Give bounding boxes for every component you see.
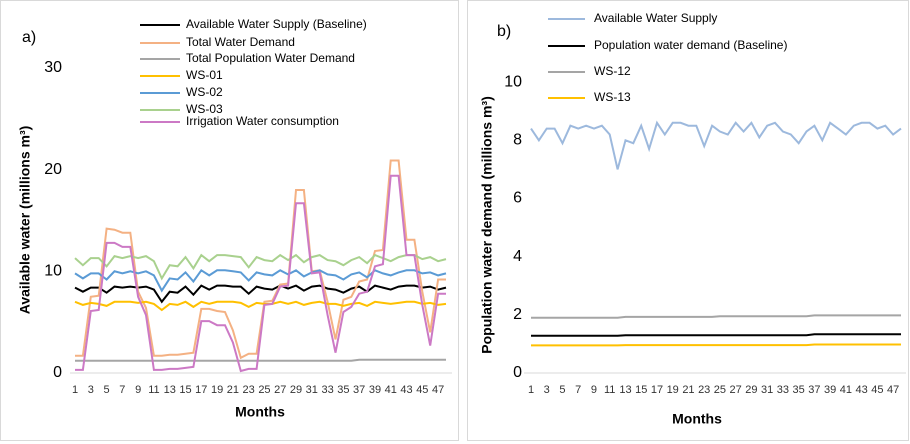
y-tick-label: 30 [44, 59, 62, 76]
x-tick-label: 31 [761, 384, 773, 396]
x-tick-label: 29 [290, 384, 302, 396]
x-tick-label: 9 [135, 384, 141, 396]
series-line [531, 343, 901, 347]
legend-label: Available Water Supply [594, 11, 717, 25]
x-tick-label: 25 [258, 384, 270, 396]
x-tick-label: 39 [369, 384, 381, 396]
x-tick-label: 11 [148, 384, 159, 396]
x-tick-label: 29 [745, 384, 757, 396]
legend-label: WS-02 [186, 85, 223, 99]
series-line [74, 268, 447, 293]
x-tick-label: 3 [544, 384, 550, 396]
x-tick-label: 47 [432, 384, 444, 396]
legend-label: Total Population Water Demand [186, 51, 355, 65]
x-tick-label: 45 [871, 384, 883, 396]
series-line [530, 120, 902, 170]
y-tick-label: 10 [44, 263, 62, 280]
y-tick-label: 8 [513, 131, 522, 148]
x-tick-label: 41 [840, 384, 852, 396]
legend-label: Irrigation Water consumption [186, 114, 339, 128]
series-line [531, 314, 901, 319]
series-line [74, 300, 447, 312]
x-tick-label: 15 [179, 384, 191, 396]
x-tick-label: 31 [306, 384, 318, 396]
series-line [75, 358, 446, 362]
x-tick-label: 17 [195, 384, 207, 396]
x-tick-label: 37 [353, 384, 365, 396]
x-tick-label: 7 [119, 384, 125, 396]
y-axis-title: Population water demand (millions m³) [479, 96, 495, 353]
y-tick-label: 10 [504, 73, 522, 90]
x-tick-label: 1 [528, 384, 534, 396]
y-tick-label: 2 [513, 306, 522, 323]
series-line [75, 159, 446, 360]
x-tick-label: 3 [88, 384, 94, 396]
x-tick-label: 37 [808, 384, 820, 396]
series-line [74, 284, 447, 304]
x-tick-label: 21 [227, 384, 239, 396]
legend-label: Available Water Supply (Baseline) [186, 17, 367, 31]
y-axis-title: Available water (millions m³) [17, 126, 33, 315]
x-tick-label: 41 [385, 384, 397, 396]
x-axis-title: Months [672, 411, 722, 427]
x-tick-label: 9 [591, 384, 597, 396]
x-tick-label: 23 [243, 384, 255, 396]
x-tick-label: 35 [793, 384, 805, 396]
x-tick-label: 17 [651, 384, 663, 396]
x-tick-label: 21 [682, 384, 694, 396]
x-tick-label: 11 [604, 384, 615, 396]
x-tick-label: 23 [698, 384, 710, 396]
x-tick-label: 33 [777, 384, 789, 396]
panel-frame [0, 0, 459, 441]
x-tick-label: 5 [559, 384, 565, 396]
x-tick-label: 33 [321, 384, 333, 396]
y-tick-label: 6 [513, 190, 522, 207]
x-tick-label: 13 [164, 384, 176, 396]
legend-label: WS-01 [186, 68, 223, 82]
x-tick-label: 19 [211, 384, 223, 396]
x-tick-label: 35 [337, 384, 349, 396]
x-tick-label: 43 [856, 384, 868, 396]
y-tick-label: 20 [44, 161, 62, 178]
x-tick-label: 15 [635, 384, 647, 396]
legend-label: WS-03 [186, 102, 223, 116]
x-axis-title: Months [235, 404, 285, 420]
panel-label: a) [22, 29, 36, 46]
x-tick-label: 13 [619, 384, 631, 396]
y-tick-label: 0 [53, 364, 62, 381]
x-tick-label: 47 [887, 384, 899, 396]
x-tick-label: 45 [416, 384, 428, 396]
legend-label: Population water demand (Baseline) [594, 38, 787, 52]
x-tick-label: 27 [730, 384, 742, 396]
series-line [75, 174, 446, 373]
x-tick-label: 25 [714, 384, 726, 396]
x-tick-label: 43 [400, 384, 412, 396]
x-tick-label: 7 [575, 384, 581, 396]
x-tick-label: 19 [667, 384, 679, 396]
y-tick-label: 0 [513, 364, 522, 381]
x-tick-label: 1 [72, 384, 78, 396]
x-tick-label: 27 [274, 384, 286, 396]
panel-frame [467, 0, 909, 441]
panel-label: b) [497, 23, 511, 40]
x-tick-label: 39 [824, 384, 836, 396]
y-tick-label: 4 [513, 248, 522, 265]
legend-label: WS-13 [594, 90, 631, 104]
series-line [531, 333, 901, 337]
x-tick-label: 5 [104, 384, 110, 396]
legend-label: Total Water Demand [186, 35, 295, 49]
legend-label: WS-12 [594, 64, 631, 78]
